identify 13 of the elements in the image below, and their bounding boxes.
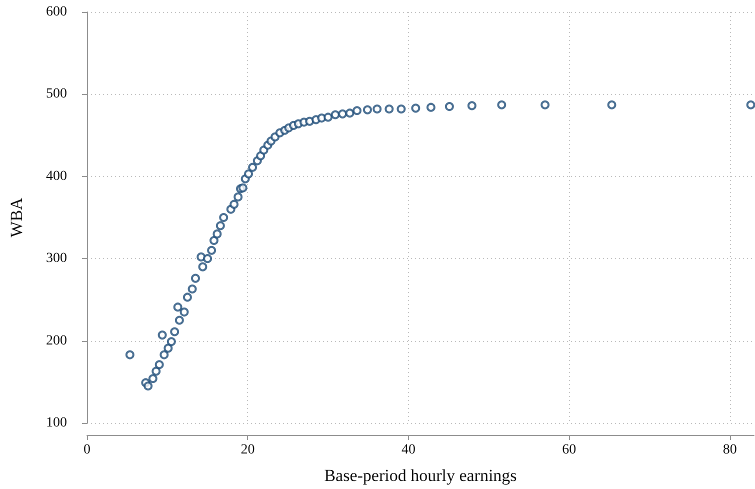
y-tick-label: 100	[46, 416, 67, 430]
y-axis-title: WBA	[7, 196, 26, 238]
x-tick-label: 80	[722, 442, 737, 458]
y-tick-label: 500	[46, 86, 67, 102]
x-axis-title: Base-period hourly earnings	[324, 466, 517, 485]
y-tick-label: 300	[46, 251, 67, 266]
x-tick-label: 40	[401, 442, 416, 458]
x-tick-label: 60	[562, 442, 576, 458]
y-tick-label: 400	[46, 168, 67, 184]
x-tick-label: 0	[84, 442, 90, 458]
x-tick-label: 20	[240, 442, 255, 458]
y-tick-label: 600	[46, 4, 67, 20]
y-tick-label: 200	[46, 333, 67, 348]
